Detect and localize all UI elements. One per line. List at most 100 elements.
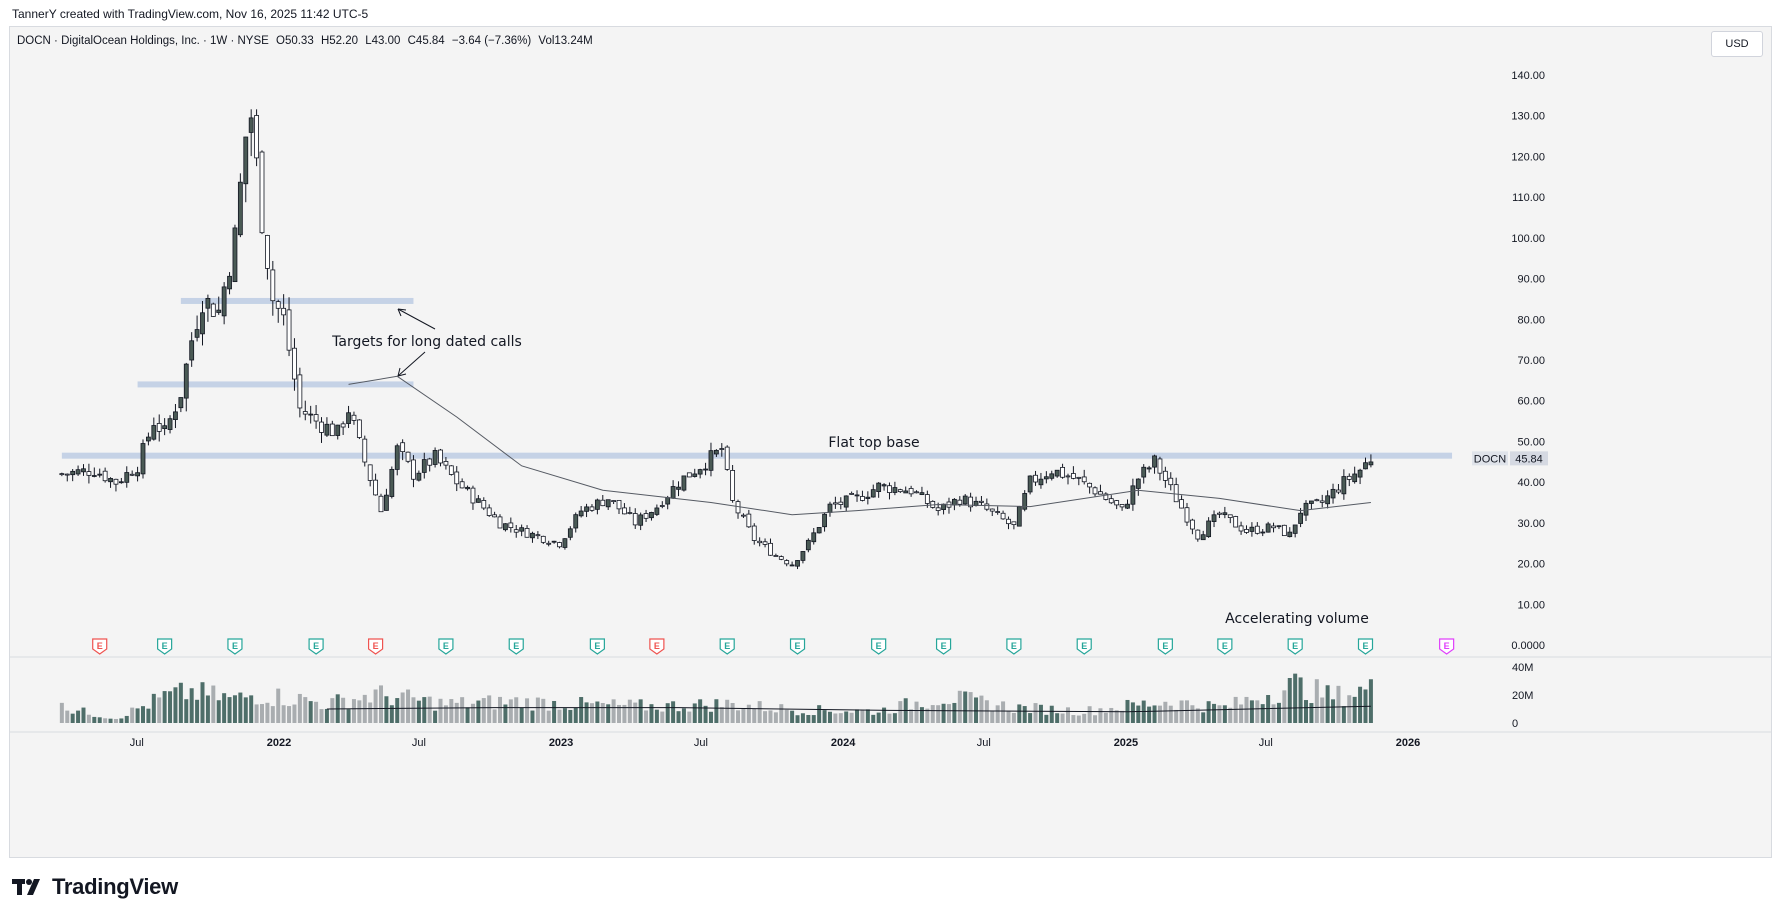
candle-body-108 <box>643 513 649 519</box>
earnings-marker-11: E <box>871 638 887 655</box>
candle-body-68 <box>427 458 433 466</box>
candle-body-229 <box>1298 512 1303 524</box>
candle-body-134 <box>784 560 790 565</box>
volume-tick-label-2: 0 <box>1512 718 1518 730</box>
volume-bar-124 <box>730 702 735 723</box>
volume-bar-170 <box>979 695 984 723</box>
candle-body-141 <box>822 513 827 528</box>
candle-body-228 <box>1292 524 1298 534</box>
candle-body-11 <box>118 481 124 484</box>
y-tick-label-10: 100.00 <box>1511 233 1545 245</box>
volume-bar-92 <box>557 709 562 723</box>
earnings-marker-shape-11 <box>871 638 887 655</box>
candle-body-210 <box>1195 529 1201 540</box>
volume-bar-221 <box>1255 700 1260 723</box>
y-tick-label-8: 80.00 <box>1517 314 1545 326</box>
earnings-marker-19: E <box>1439 638 1455 655</box>
volume-bar-101 <box>606 704 611 723</box>
earnings-marker-4: E <box>367 638 384 655</box>
y-tick-label-12: 120.00 <box>1511 151 1545 163</box>
volume-bar-68 <box>427 696 432 723</box>
volume-bar-147 <box>855 709 860 723</box>
volume-bar-146 <box>849 712 854 723</box>
volume-bar-193 <box>1103 712 1108 723</box>
candle-body-190 <box>1087 482 1093 488</box>
level-band-0 <box>180 297 414 304</box>
earnings-marker-12: E <box>935 638 952 655</box>
volume-bar-205 <box>1168 705 1173 723</box>
volume-bar-108 <box>644 710 649 723</box>
earnings-marker-label-15: E <box>1162 641 1168 651</box>
legend-symbol[interactable]: DOCN · DigitalOcean Holdings, Inc. · 1W … <box>17 35 269 47</box>
candle-body-234 <box>1325 495 1331 505</box>
volume-bar-77 <box>476 700 481 723</box>
volume-bar-1 <box>65 710 70 723</box>
candle-body-206 <box>1173 484 1179 503</box>
candle-body-38 <box>265 235 270 269</box>
volume-bar-134 <box>784 709 789 723</box>
candle-body-74 <box>459 481 465 489</box>
earnings-marker-label-3: E <box>313 641 319 651</box>
candle-body-199 <box>1135 478 1141 489</box>
candle-body-162 <box>935 507 941 511</box>
currency-button[interactable]: USD <box>1711 31 1763 57</box>
volume-bar-132 <box>773 712 778 723</box>
volume-bar-73 <box>454 702 459 723</box>
last-price-symbol: DOCN <box>1474 453 1506 465</box>
volume-bar-155 <box>898 701 903 723</box>
earnings-marker-shape-6 <box>508 638 524 655</box>
candle-body-128 <box>751 525 757 541</box>
candle-body-95 <box>573 514 579 529</box>
candle-body-129 <box>757 540 763 544</box>
candle-body-165 <box>951 498 957 506</box>
volume-bar-148 <box>860 709 865 723</box>
volume-bar-55 <box>357 700 362 723</box>
volume-bar-91 <box>552 700 557 723</box>
candle-body-64 <box>405 451 411 462</box>
candle-body-40 <box>275 301 281 309</box>
candle-body-127 <box>746 513 752 528</box>
volume-bar-212 <box>1206 701 1211 723</box>
candle-body-177 <box>1016 506 1022 527</box>
candle-body-13 <box>129 473 135 476</box>
volume-bar-97 <box>584 702 589 723</box>
volume-bar-5 <box>86 714 91 723</box>
candle-body-34 <box>243 136 249 185</box>
volume-bar-27 <box>205 695 210 723</box>
volume-bar-109 <box>649 704 654 723</box>
candle-body-166 <box>957 499 963 505</box>
candle-body-66 <box>416 472 422 481</box>
candle-body-36 <box>254 115 259 159</box>
candle-body-217 <box>1233 516 1239 528</box>
volume-bar-115 <box>681 708 686 723</box>
candle-body-42 <box>286 309 292 351</box>
volume-bar-53 <box>346 709 351 723</box>
earnings-marker-17: E <box>1287 638 1303 655</box>
candle-body-233 <box>1319 500 1325 503</box>
earnings-marker-3: E <box>308 638 324 655</box>
candle-body-82 <box>503 523 508 531</box>
candle-body-154 <box>892 487 898 493</box>
candle-body-183 <box>1049 473 1055 479</box>
volume-bar-185 <box>1060 713 1065 723</box>
candle-body-193 <box>1103 493 1109 500</box>
candle-body-176 <box>1011 521 1017 526</box>
candle-body-139 <box>811 532 817 543</box>
earnings-marker-shape-12 <box>935 638 952 655</box>
candle-body-55 <box>356 419 362 438</box>
candle-body-236 <box>1336 489 1341 493</box>
volume-bar-98 <box>589 703 594 723</box>
volume-bar-207 <box>1179 700 1184 723</box>
candle-body-8 <box>102 470 108 482</box>
volume-bar-31 <box>227 697 232 723</box>
tradingview-logo[interactable]: TradingView <box>12 874 178 900</box>
volume-bar-79 <box>487 695 492 723</box>
volume-bar-154 <box>892 713 897 723</box>
volume-bar-173 <box>995 705 1000 723</box>
candle-body-241 <box>1363 462 1368 470</box>
candle-body-115 <box>681 475 687 491</box>
earnings-marker-2: E <box>227 638 243 655</box>
volume-bar-214 <box>1217 705 1222 723</box>
volume-bar-38 <box>265 702 270 723</box>
